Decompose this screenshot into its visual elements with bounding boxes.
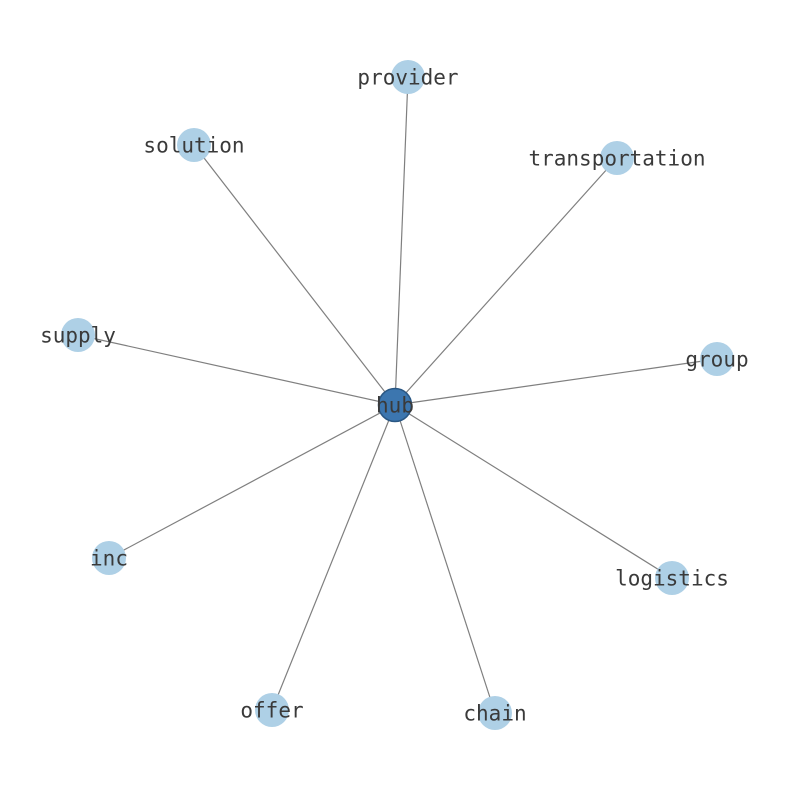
node-provider bbox=[391, 60, 425, 94]
label-group: group bbox=[685, 347, 748, 371]
edge-hub-group bbox=[394, 358, 718, 406]
label-logistics: logistics bbox=[615, 566, 729, 590]
edge-hub-transportation bbox=[394, 157, 618, 406]
node-group bbox=[700, 342, 734, 376]
node-inc bbox=[92, 541, 126, 575]
label-provider: provider bbox=[357, 65, 458, 89]
node-hub bbox=[377, 387, 413, 423]
node-chain bbox=[478, 696, 512, 730]
edge-hub-chain bbox=[394, 404, 496, 714]
edge-hub-solution bbox=[193, 144, 396, 406]
edge-layer bbox=[77, 76, 718, 714]
node-transportation bbox=[600, 141, 634, 175]
node-supply bbox=[61, 318, 95, 352]
edge-hub-provider bbox=[394, 76, 409, 406]
label-chain: chain bbox=[463, 701, 526, 725]
node-solution bbox=[177, 128, 211, 162]
node-offer bbox=[255, 693, 289, 727]
label-supply: supply bbox=[40, 323, 116, 347]
label-inc: inc bbox=[90, 546, 128, 570]
label-solution: solution bbox=[143, 133, 244, 157]
edge-hub-supply bbox=[77, 334, 396, 406]
label-layer: hub provider solution transportation supply g… bbox=[40, 65, 749, 725]
edge-hub-offer bbox=[271, 404, 396, 711]
edge-hub-logistics bbox=[394, 404, 673, 579]
edge-hub-inc bbox=[108, 404, 396, 559]
node-logistics bbox=[655, 561, 689, 595]
label-offer: offer bbox=[240, 698, 303, 722]
label-transportation: transportation bbox=[528, 146, 705, 170]
node-layer bbox=[61, 60, 734, 730]
label-hub: hub bbox=[376, 393, 414, 417]
